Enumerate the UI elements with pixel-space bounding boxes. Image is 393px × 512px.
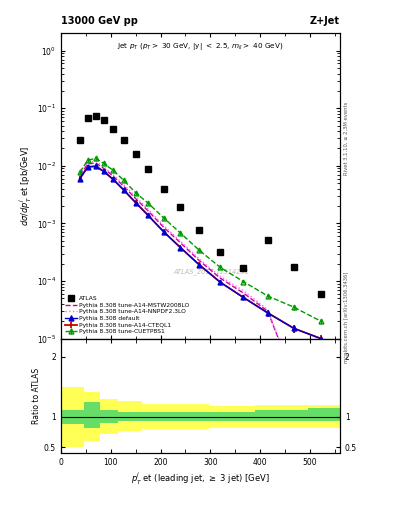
Pythia 8.308 tune-A14-MSTW2008LO xyxy=(178,240,183,246)
Pythia 8.308 tune-A14-MSTW2008LO xyxy=(319,411,323,417)
Pythia 8.308 tune-A14-NNPDF2.3LO xyxy=(146,206,151,212)
Legend: ATLAS, Pythia 8.308 tune-A14-MSTW2008LO, Pythia 8.308 tune-A14-NNPDF2.3LO, Pythi: ATLAS, Pythia 8.308 tune-A14-MSTW2008LO,… xyxy=(64,295,191,336)
Pythia 8.308 tune-A14-NNPDF2.3LO xyxy=(178,238,183,244)
Pythia 8.308 tune-A14-MSTW2008LO xyxy=(146,208,151,214)
ATLAS xyxy=(77,137,82,143)
Pythia 8.308 tune-A14-MSTW2008LO xyxy=(197,258,202,264)
Pythia 8.308 tune-A14-NNPDF2.3LO xyxy=(218,273,223,280)
ATLAS xyxy=(161,186,166,192)
Pythia 8.308 tune-A14-MSTW2008LO xyxy=(121,183,126,189)
Pythia 8.308 tune-A14-MSTW2008LO xyxy=(292,376,296,382)
ATLAS xyxy=(146,166,151,172)
Pythia 8.308 tune-A14-NNPDF2.3LO xyxy=(292,376,296,382)
ATLAS xyxy=(292,264,296,270)
ATLAS xyxy=(94,113,98,119)
Text: 13000 GeV pp: 13000 GeV pp xyxy=(61,16,138,26)
Text: Jet $p_T$ ($p_T >$ 30 GeV, |y| $<$ 2.5, $m_{ll} >$ 40 GeV): Jet $p_T$ ($p_T >$ 30 GeV, |y| $<$ 2.5, … xyxy=(117,41,284,52)
Pythia 8.308 tune-A14-NNPDF2.3LO xyxy=(197,256,202,262)
Pythia 8.308 tune-A14-NNPDF2.3LO xyxy=(241,288,246,294)
ATLAS xyxy=(197,227,202,233)
Line: ATLAS: ATLAS xyxy=(77,113,324,297)
Pythia 8.308 tune-A14-MSTW2008LO xyxy=(133,196,138,202)
Text: ATLAS_2017_I1514251: ATLAS_2017_I1514251 xyxy=(174,268,250,275)
Pythia 8.308 tune-A14-MSTW2008LO xyxy=(85,161,90,167)
ATLAS xyxy=(241,265,246,271)
X-axis label: $p_T^j$ et (leading jet, $\geq$ 3 jet) [GeV]: $p_T^j$ et (leading jet, $\geq$ 3 jet) [… xyxy=(131,471,270,487)
Text: Rivet 3.1.10, ≥ 2.3M events: Rivet 3.1.10, ≥ 2.3M events xyxy=(344,101,349,175)
ATLAS xyxy=(218,249,223,255)
Pythia 8.308 tune-A14-MSTW2008LO xyxy=(94,160,98,166)
Pythia 8.308 tune-A14-NNPDF2.3LO xyxy=(77,171,82,177)
Pythia 8.308 tune-A14-MSTW2008LO xyxy=(101,165,106,172)
ATLAS xyxy=(101,117,106,123)
ATLAS xyxy=(111,125,116,132)
Pythia 8.308 tune-A14-NNPDF2.3LO xyxy=(111,172,116,178)
ATLAS xyxy=(85,115,90,121)
Pythia 8.308 tune-A14-NNPDF2.3LO xyxy=(85,159,90,165)
Y-axis label: Ratio to ATLAS: Ratio to ATLAS xyxy=(32,368,41,424)
ATLAS xyxy=(265,237,270,243)
Pythia 8.308 tune-A14-NNPDF2.3LO xyxy=(319,411,323,417)
Pythia 8.308 tune-A14-NNPDF2.3LO xyxy=(94,158,98,164)
Pythia 8.308 tune-A14-NNPDF2.3LO xyxy=(265,307,270,313)
Line: Pythia 8.308 tune-A14-MSTW2008LO: Pythia 8.308 tune-A14-MSTW2008LO xyxy=(80,163,321,414)
ATLAS xyxy=(133,151,138,157)
Pythia 8.308 tune-A14-NNPDF2.3LO xyxy=(161,222,166,228)
Pythia 8.308 tune-A14-NNPDF2.3LO xyxy=(133,194,138,200)
ATLAS xyxy=(178,204,183,210)
ATLAS xyxy=(121,137,126,143)
Pythia 8.308 tune-A14-MSTW2008LO xyxy=(77,173,82,179)
Pythia 8.308 tune-A14-MSTW2008LO xyxy=(265,308,270,314)
Pythia 8.308 tune-A14-MSTW2008LO xyxy=(218,275,223,281)
Y-axis label: $d\sigma/dp_T^{j}$ et [pb/GeV]: $d\sigma/dp_T^{j}$ et [pb/GeV] xyxy=(18,146,34,226)
Pythia 8.308 tune-A14-MSTW2008LO xyxy=(161,224,166,230)
Text: Z+Jet: Z+Jet xyxy=(310,16,340,26)
ATLAS xyxy=(319,291,323,297)
Text: mcplots.cern.ch [arXiv:1306.3436]: mcplots.cern.ch [arXiv:1306.3436] xyxy=(344,272,349,363)
Pythia 8.308 tune-A14-MSTW2008LO xyxy=(241,290,246,296)
Pythia 8.308 tune-A14-NNPDF2.3LO xyxy=(101,164,106,170)
Pythia 8.308 tune-A14-MSTW2008LO xyxy=(111,173,116,179)
Pythia 8.308 tune-A14-NNPDF2.3LO xyxy=(121,182,126,188)
Line: Pythia 8.308 tune-A14-NNPDF2.3LO: Pythia 8.308 tune-A14-NNPDF2.3LO xyxy=(80,161,321,414)
